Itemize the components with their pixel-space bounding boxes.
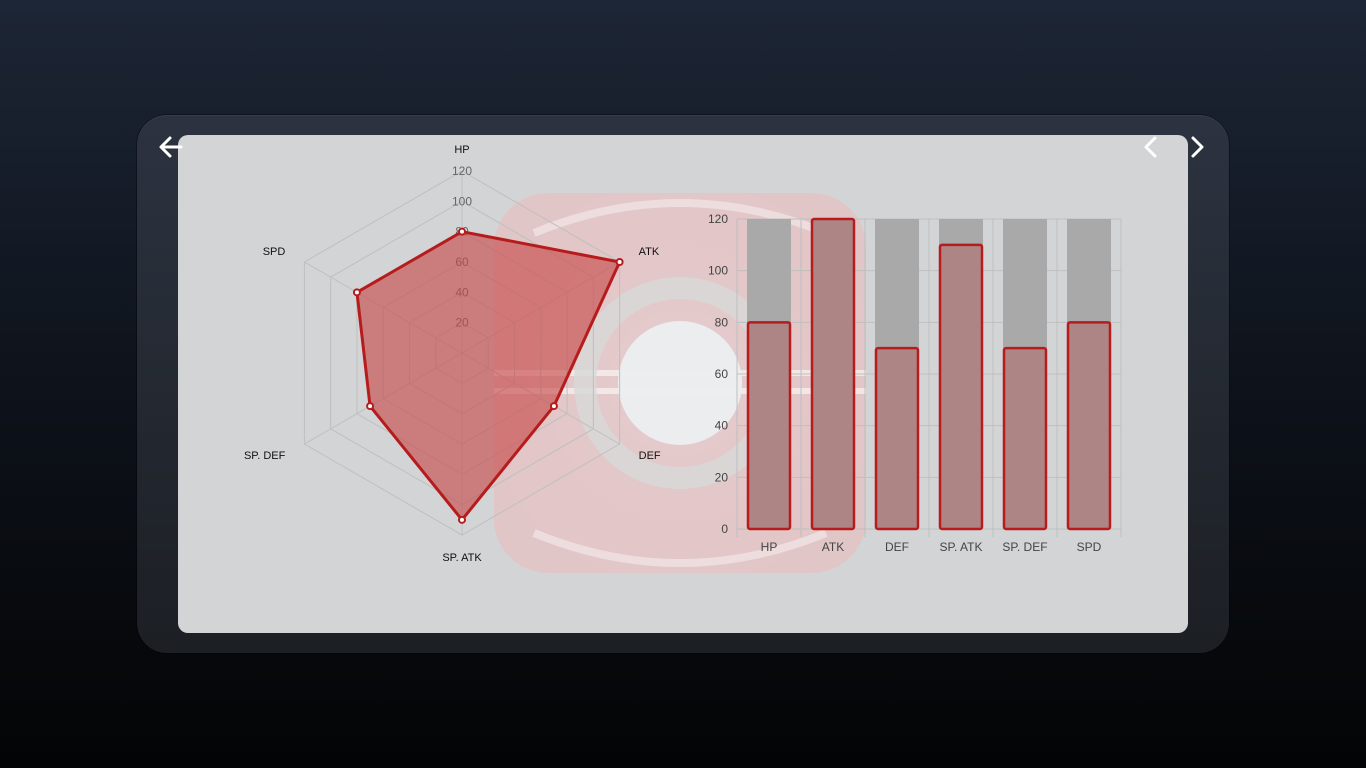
bar [1066,321,1112,531]
arrow-left-icon [159,136,183,158]
bar-x-tick-label: SP. DEF [1002,540,1047,554]
radar-category-label: SP. DEF [244,450,286,462]
radar-tick-label: 120 [452,164,472,178]
radar-point [615,258,624,266]
bar-y-tick-label: 120 [708,212,728,226]
bar [1002,346,1048,531]
radar-category-label: HP [454,144,469,156]
radar-series-area [355,230,622,522]
bar-x-tick-label: DEF [885,540,909,554]
radar-category-label: SPD [263,246,286,258]
bar-chart: 0 20 40 60 80 100 120 HP ATK DEF SP. ATK SP. DEF SPD [708,212,1122,554]
bar-x-tick-label: SP. ATK [940,540,983,554]
previous-button[interactable] [1134,130,1168,164]
radar-point [366,402,375,411]
bar-y-tick-label: 60 [715,367,729,381]
bar-y-tick-label: 100 [708,264,728,278]
bar [746,321,792,531]
radar-category-label: ATK [639,246,660,258]
radar-point [458,515,466,524]
radar-category-label: DEF [639,450,661,462]
radar-category-label: SP. ATK [442,552,482,564]
bar-x-tick-label: ATK [822,540,844,554]
radar-point [352,288,361,297]
bar [810,217,856,531]
bar-y-tick-label: 0 [721,522,728,536]
bar [874,346,920,531]
bar-y-tick-label: 80 [715,315,729,329]
radar-point [458,227,466,236]
next-button[interactable] [1180,130,1214,164]
radar-tick-label: 100 [452,194,472,208]
chevron-right-icon [1191,136,1204,158]
radar-point [549,402,558,411]
bar-x-tick-label: SPD [1077,540,1102,554]
bar-y-tick-label: 40 [715,419,729,433]
bar-x-tick-label: HP [761,540,778,554]
back-button[interactable] [154,130,188,164]
bar [938,243,984,531]
bar-y-tick-label: 20 [715,470,729,484]
chevron-left-icon [1144,136,1157,158]
